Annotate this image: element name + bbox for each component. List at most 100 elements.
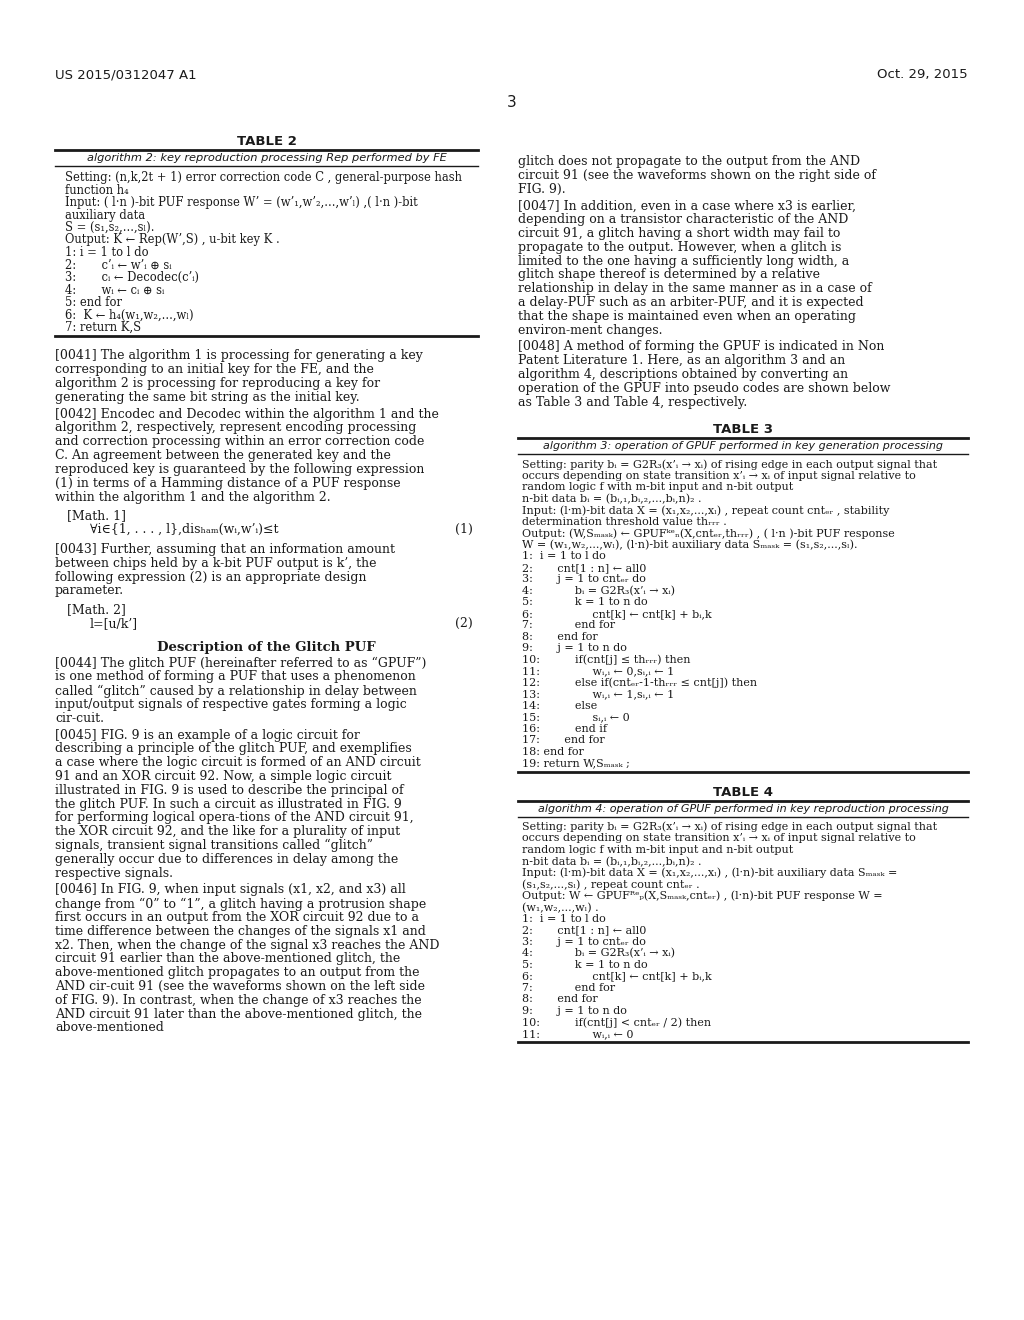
Text: C. An agreement between the generated key and the: C. An agreement between the generated ke… — [55, 449, 391, 462]
Text: 15:               sᵢ,ᵢ ← 0: 15: sᵢ,ᵢ ← 0 — [522, 713, 630, 722]
Text: 10:          if(cnt[j] ≤ thᵣᵣᵣ) then: 10: if(cnt[j] ≤ thᵣᵣᵣ) then — [522, 655, 690, 665]
Text: 6:                 cnt[k] ← cnt[k] + bᵢ,k: 6: cnt[k] ← cnt[k] + bᵢ,k — [522, 609, 712, 619]
Text: [Math. 2]: [Math. 2] — [67, 603, 126, 616]
Text: 5:            k = 1 to n do: 5: k = 1 to n do — [522, 598, 647, 607]
Text: above-mentioned: above-mentioned — [55, 1022, 164, 1035]
Text: 2:       cnt[1 : n] ← all0: 2: cnt[1 : n] ← all0 — [522, 562, 646, 573]
Text: corresponding to an initial key for the FE, and the: corresponding to an initial key for the … — [55, 363, 374, 376]
Text: first occurs in an output from the XOR circuit 92 due to a: first occurs in an output from the XOR c… — [55, 911, 419, 924]
Text: a case where the logic circuit is formed of an AND circuit: a case where the logic circuit is formed… — [55, 756, 421, 770]
Text: Setting: (n,k,2t + 1) error correction code C , general-purpose hash: Setting: (n,k,2t + 1) error correction c… — [65, 172, 462, 183]
Text: Setting: parity bᵢ = G2R₃(x’ᵢ → xᵢ) of rising edge in each output signal that: Setting: parity bᵢ = G2R₃(x’ᵢ → xᵢ) of r… — [522, 459, 937, 470]
Text: [0044] The glitch PUF (hereinafter referred to as “GPUF”): [0044] The glitch PUF (hereinafter refer… — [55, 656, 426, 671]
Text: (s₁,s₂,...,sₗ) , repeat count cntₑᵣ .: (s₁,s₂,...,sₗ) , repeat count cntₑᵣ . — [522, 879, 699, 890]
Text: propagate to the output. However, when a glitch is: propagate to the output. However, when a… — [518, 240, 842, 253]
Text: 5: end for: 5: end for — [65, 296, 122, 309]
Text: 16:          end if: 16: end if — [522, 723, 607, 734]
Text: circuit 91 earlier than the above-mentioned glitch, the: circuit 91 earlier than the above-mentio… — [55, 953, 400, 965]
Text: 7:            end for: 7: end for — [522, 983, 615, 993]
Text: parameter.: parameter. — [55, 585, 124, 597]
Text: (1): (1) — [455, 523, 473, 536]
Text: glitch does not propagate to the output from the AND: glitch does not propagate to the output … — [518, 154, 860, 168]
Text: Patent Literature 1. Here, as an algorithm 3 and an: Patent Literature 1. Here, as an algorit… — [518, 354, 845, 367]
Text: within the algorithm 1 and the algorithm 2.: within the algorithm 1 and the algorithm… — [55, 491, 331, 503]
Text: time difference between the changes of the signals x1 and: time difference between the changes of t… — [55, 925, 426, 939]
Text: TABLE 3: TABLE 3 — [713, 424, 773, 437]
Text: and correction processing within an error correction code: and correction processing within an erro… — [55, 436, 424, 449]
Text: 2:       cnt[1 : n] ← all0: 2: cnt[1 : n] ← all0 — [522, 925, 646, 936]
Text: 7:            end for: 7: end for — [522, 620, 615, 631]
Text: algorithm 2 is processing for reproducing a key for: algorithm 2 is processing for reproducin… — [55, 378, 380, 391]
Text: between chips held by a k-bit PUF output is k’, the: between chips held by a k-bit PUF output… — [55, 557, 377, 570]
Text: describing a principle of the glitch PUF, and exemplifies: describing a principle of the glitch PUF… — [55, 742, 412, 755]
Text: 2:       c’ᵢ ← w’ᵢ ⊕ sᵢ: 2: c’ᵢ ← w’ᵢ ⊕ sᵢ — [65, 259, 171, 272]
Text: 1: i = 1 to l do: 1: i = 1 to l do — [65, 246, 148, 259]
Text: 1:  i = 1 to l do: 1: i = 1 to l do — [522, 913, 606, 924]
Text: n-bit data bᵢ = (bᵢ,₁,bᵢ,₂,...,bᵢ,n)₂ .: n-bit data bᵢ = (bᵢ,₁,bᵢ,₂,...,bᵢ,n)₂ . — [522, 494, 701, 504]
Text: called “glitch” caused by a relationship in delay between: called “glitch” caused by a relationship… — [55, 684, 417, 697]
Text: x2. Then, when the change of the signal x3 reaches the AND: x2. Then, when the change of the signal … — [55, 939, 439, 952]
Text: 12:          else if(cntₑᵣ-1-thᵣᵣᵣ ≤ cnt[j]) then: 12: else if(cntₑᵣ-1-thᵣᵣᵣ ≤ cnt[j]) then — [522, 678, 757, 689]
Text: relationship in delay in the same manner as in a case of: relationship in delay in the same manner… — [518, 282, 871, 296]
Text: n-bit data bᵢ = (bᵢ,₁,bᵢ,₂,...,bᵢ,n)₂ .: n-bit data bᵢ = (bᵢ,₁,bᵢ,₂,...,bᵢ,n)₂ . — [522, 857, 701, 867]
Text: 17:       end for: 17: end for — [522, 735, 605, 746]
Text: AND circuit 91 later than the above-mentioned glitch, the: AND circuit 91 later than the above-ment… — [55, 1007, 422, 1020]
Text: (2): (2) — [456, 616, 473, 630]
Text: 3:       j = 1 to cntₑᵣ do: 3: j = 1 to cntₑᵣ do — [522, 937, 646, 946]
Text: Input: ( l·n )-bit PUF response W’ = (w’₁,w’₂,...,w’ₗ) ,( l·n )-bit: Input: ( l·n )-bit PUF response W’ = (w’… — [65, 195, 418, 209]
Text: respective signals.: respective signals. — [55, 867, 173, 879]
Text: FIG. 9).: FIG. 9). — [518, 182, 565, 195]
Text: [0047] In addition, even in a case where x3 is earlier,: [0047] In addition, even in a case where… — [518, 199, 856, 213]
Text: [0046] In FIG. 9, when input signals (x1, x2, and x3) all: [0046] In FIG. 9, when input signals (x1… — [55, 883, 406, 896]
Text: (1) in terms of a Hamming distance of a PUF response: (1) in terms of a Hamming distance of a … — [55, 477, 400, 490]
Text: random logic f with m-bit input and n-bit output: random logic f with m-bit input and n-bi… — [522, 482, 794, 492]
Text: 5:            k = 1 to n do: 5: k = 1 to n do — [522, 960, 647, 970]
Text: 13:               wᵢ,ᵢ ← 1,sᵢ,ᵢ ← 1: 13: wᵢ,ᵢ ← 1,sᵢ,ᵢ ← 1 — [522, 689, 674, 700]
Text: of FIG. 9). In contrast, when the change of x3 reaches the: of FIG. 9). In contrast, when the change… — [55, 994, 422, 1007]
Text: input/output signals of respective gates forming a logic: input/output signals of respective gates… — [55, 698, 407, 711]
Text: depending on a transistor characteristic of the AND: depending on a transistor characteristic… — [518, 214, 848, 226]
Text: 3:       j = 1 to cntₑᵣ do: 3: j = 1 to cntₑᵣ do — [522, 574, 646, 585]
Text: environ-ment changes.: environ-ment changes. — [518, 323, 663, 337]
Text: AND cir-cuit 91 (see the waveforms shown on the left side: AND cir-cuit 91 (see the waveforms shown… — [55, 979, 425, 993]
Text: a delay-PUF such as an arbiter-PUF, and it is expected: a delay-PUF such as an arbiter-PUF, and … — [518, 296, 863, 309]
Text: 11:               wᵢ,ᵢ ← 0,sᵢ,ᵢ ← 1: 11: wᵢ,ᵢ ← 0,sᵢ,ᵢ ← 1 — [522, 667, 674, 676]
Text: algorithm 4, descriptions obtained by converting an: algorithm 4, descriptions obtained by co… — [518, 368, 848, 381]
Text: TABLE 4: TABLE 4 — [713, 785, 773, 799]
Text: algorithm 4: operation of GPUF performed in key reproduction processing: algorithm 4: operation of GPUF performed… — [538, 804, 948, 814]
Text: Oct. 29, 2015: Oct. 29, 2015 — [878, 69, 968, 81]
Text: Setting: parity bᵢ = G2R₃(x’ᵢ → xᵢ) of rising edge in each output signal that: Setting: parity bᵢ = G2R₃(x’ᵢ → xᵢ) of r… — [522, 822, 937, 833]
Text: occurs depending on state transition x’ᵢ → xᵢ of input signal relative to: occurs depending on state transition x’ᵢ… — [522, 471, 915, 480]
Text: occurs depending on state transition x’ᵢ → xᵢ of input signal relative to: occurs depending on state transition x’ᵢ… — [522, 833, 915, 843]
Text: the glitch PUF. In such a circuit as illustrated in FIG. 9: the glitch PUF. In such a circuit as ill… — [55, 797, 401, 810]
Text: 3:       cᵢ ← Decodeᴄ(c’ᵢ): 3: cᵢ ← Decodeᴄ(c’ᵢ) — [65, 271, 199, 284]
Text: W = (w₁,w₂,...,wₗ), (l·n)-bit auxiliary data Sₘₐₛₖ = (s₁,s₂,...,sₗ).: W = (w₁,w₂,...,wₗ), (l·n)-bit auxiliary … — [522, 540, 857, 550]
Text: limited to the one having a sufficiently long width, a: limited to the one having a sufficiently… — [518, 255, 849, 268]
Text: 8:       end for: 8: end for — [522, 994, 598, 1005]
Text: 4:            bᵢ = G2R₃(x’ᵢ → xᵢ): 4: bᵢ = G2R₃(x’ᵢ → xᵢ) — [522, 948, 675, 958]
Text: generating the same bit string as the initial key.: generating the same bit string as the in… — [55, 391, 359, 404]
Text: Input: (l·m)-bit data X = (x₁,x₂,...,xₗ) , repeat count cntₑᵣ , stability: Input: (l·m)-bit data X = (x₁,x₂,...,xₗ)… — [522, 506, 890, 516]
Text: circuit 91 (see the waveforms shown on the right side of: circuit 91 (see the waveforms shown on t… — [518, 169, 876, 182]
Text: 14:          else: 14: else — [522, 701, 597, 711]
Text: that the shape is maintained even when an operating: that the shape is maintained even when a… — [518, 310, 856, 323]
Text: 6:  K ← h₄(w₁,w₂,...,wₗ): 6: K ← h₄(w₁,w₂,...,wₗ) — [65, 309, 194, 322]
Text: random logic f with m-bit input and n-bit output: random logic f with m-bit input and n-bi… — [522, 845, 794, 855]
Text: operation of the GPUF into pseudo codes are shown below: operation of the GPUF into pseudo codes … — [518, 381, 891, 395]
Text: 8:       end for: 8: end for — [522, 632, 598, 642]
Text: Output: K ← Rep(W’,S) , u-bit key K .: Output: K ← Rep(W’,S) , u-bit key K . — [65, 234, 280, 247]
Text: circuit 91, a glitch having a short width may fail to: circuit 91, a glitch having a short widt… — [518, 227, 841, 240]
Text: 18: end for: 18: end for — [522, 747, 584, 756]
Text: [0042] Encodeᴄ and Decodeᴄ within the algorithm 1 and the: [0042] Encodeᴄ and Decodeᴄ within the al… — [55, 408, 439, 421]
Text: US 2015/0312047 A1: US 2015/0312047 A1 — [55, 69, 197, 81]
Text: algorithm 2, respectively, represent encoding processing: algorithm 2, respectively, represent enc… — [55, 421, 417, 434]
Text: the XOR circuit 92, and the like for a plurality of input: the XOR circuit 92, and the like for a p… — [55, 825, 400, 838]
Text: following expression (2) is an appropriate design: following expression (2) is an appropria… — [55, 570, 367, 583]
Text: Description of the Glitch PUF: Description of the Glitch PUF — [158, 640, 376, 653]
Text: (w₁,w₂,...,wₗ) .: (w₁,w₂,...,wₗ) . — [522, 903, 599, 912]
Text: S = (s₁,s₂,...,sₗ).: S = (s₁,s₂,...,sₗ). — [65, 220, 155, 234]
Text: glitch shape thereof is determined by a relative: glitch shape thereof is determined by a … — [518, 268, 820, 281]
Text: 9:       j = 1 to n do: 9: j = 1 to n do — [522, 643, 627, 653]
Text: illustrated in FIG. 9 is used to describe the principal of: illustrated in FIG. 9 is used to describ… — [55, 784, 403, 797]
Text: l=[u/k’]: l=[u/k’] — [90, 616, 138, 630]
